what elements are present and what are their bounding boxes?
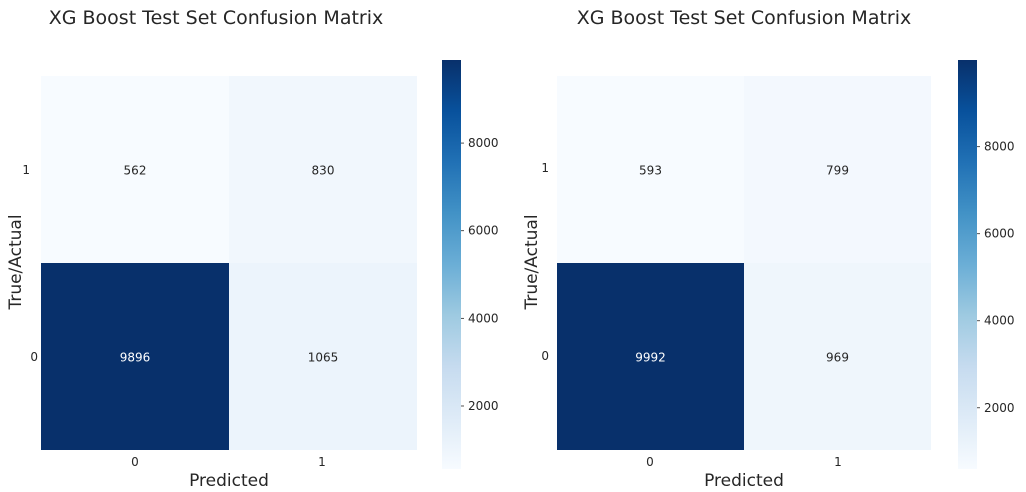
y-tick-labels: 1 0 [541,161,549,363]
cell-value-label: 969 [826,351,849,365]
heatmap-cell [744,263,931,450]
cell-value-label: 9896 [120,351,151,365]
y-axis-label: True/Actual [6,214,26,310]
x-tick-labels: 0 1 [646,455,842,469]
heatmap-cell [557,76,744,263]
y-tick-label: 1 [541,161,549,175]
y-tick-label: 1 [22,163,30,177]
colorbar-tick-label: 8000 [984,140,1015,154]
colorbar-tick-label: 4000 [984,314,1015,328]
colorbar-tick-label: 8000 [468,136,499,150]
chart-title: XG Boost Test Set Confusion Matrix [49,7,384,29]
x-tick-labels: 0 1 [131,455,326,469]
heatmap-cell [41,76,229,263]
colorbar-gradient [958,60,977,469]
heatmap-cell [41,263,229,450]
heatmap-cell [229,263,417,450]
colorbar-tick-label: 2000 [984,401,1015,415]
y-tick-label: 0 [541,349,549,363]
confusion-matrix-panel-2: XG Boost Test Set Confusion Matrix 593 79… [522,7,1015,491]
heatmap-cells: 562 830 9896 1065 [41,76,417,450]
confusion-matrix-panel-1: XG Boost Test Set Confusion Matrix 562 83… [6,7,499,491]
heatmap-cell [744,76,931,263]
colorbar-ticks: 2000 4000 6000 8000 [461,136,499,413]
cell-value-label: 562 [124,164,147,178]
x-axis-label: Predicted [704,471,784,491]
x-axis-label: Predicted [189,471,269,491]
y-tick-labels: 1 0 [22,163,38,364]
y-tick-label: 0 [30,350,38,364]
colorbar-ticks: 2000 4000 6000 8000 [977,140,1015,415]
heatmap-cell [557,263,744,450]
colorbar-tick-label: 6000 [468,224,499,238]
y-axis-label: True/Actual [522,214,542,310]
heatmap-cells: 593 799 9992 969 [557,76,931,450]
colorbar-tick-label: 2000 [468,399,499,413]
colorbar: 2000 4000 6000 8000 [958,60,1015,469]
x-tick-label: 0 [131,455,139,469]
colorbar-tick-label: 4000 [468,311,499,325]
x-tick-label: 1 [834,455,842,469]
x-tick-label: 0 [646,455,654,469]
cell-value-label: 593 [639,164,662,178]
heatmap-cell [229,76,417,263]
cell-value-label: 9992 [635,351,666,365]
chart-title: XG Boost Test Set Confusion Matrix [577,7,912,29]
cell-value-label: 799 [826,164,849,178]
colorbar-gradient [442,60,461,469]
x-tick-label: 1 [318,455,326,469]
cell-value-label: 1065 [308,351,339,365]
colorbar: 2000 4000 6000 8000 [442,60,499,469]
cell-value-label: 830 [312,164,335,178]
colorbar-tick-label: 6000 [984,227,1015,241]
